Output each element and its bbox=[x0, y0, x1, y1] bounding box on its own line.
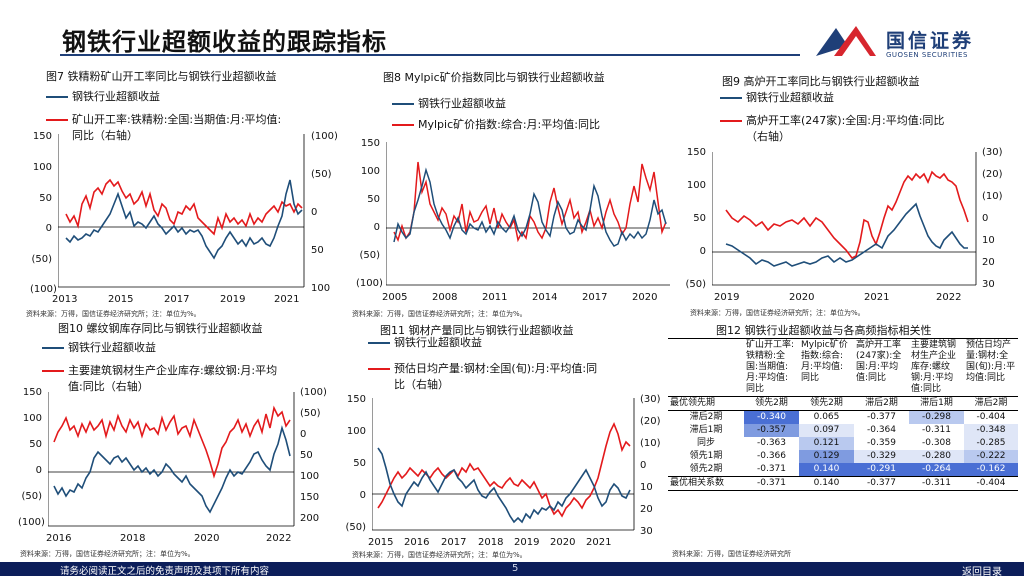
fig10-legend: 钢铁行业超额收益 主要建筑钢材生产企业库存:螺纹钢:月:平均 值:同比（右轴） bbox=[42, 340, 277, 395]
fig9-title: 图9 高炉开工率同比与钢铁行业超额收益 bbox=[722, 75, 920, 88]
fig8-blue-line bbox=[393, 167, 667, 247]
fig10-title: 图10 螺纹钢库存同比与钢铁行业超额收益 bbox=[58, 322, 263, 335]
table-corner bbox=[668, 339, 744, 397]
fig7-blue-line bbox=[65, 179, 303, 260]
fig9-red-line bbox=[725, 170, 969, 260]
fig8-legend-blue: 钢铁行业超额收益 bbox=[392, 96, 600, 112]
fig10-legend-blue: 钢铁行业超额收益 bbox=[42, 340, 277, 356]
fig11-title: 图11 钢材产量同比与钢铁行业超额收益 bbox=[380, 324, 574, 337]
fig10-legend-red-cont: 值:同比（右轴） bbox=[68, 380, 149, 393]
fig8-title: 图8 Mylpic矿价指数同比与钢铁行业超额收益 bbox=[383, 71, 605, 84]
fig9-yright-axis: (30) (20) (10) 0 10 20 30 bbox=[982, 147, 1003, 290]
fig8-source: 资料来源：万得，国信证券经济研究所；注：单位为%。 bbox=[352, 310, 527, 318]
fig11-red-line bbox=[377, 422, 631, 518]
fig9-blue-line bbox=[725, 202, 968, 267]
title-underline bbox=[60, 54, 800, 56]
fig7-source: 资料来源：万得，国信证券经济研究所；注：单位为%。 bbox=[26, 310, 201, 318]
fig11-legend-blue: 钢铁行业超额收益 bbox=[368, 335, 597, 351]
footer-disclaimer: 请务必阅读正文之后的免责声明及其项下所有内容 bbox=[60, 566, 270, 577]
table-row: 同步 -0.363 0.121 -0.359 -0.308 -0.285 bbox=[668, 437, 1018, 450]
logo-subtitle: GUOSEN SECURITIES bbox=[886, 51, 968, 59]
fig7-yright-axis: (100) (50) 0 50 100 bbox=[311, 131, 338, 294]
guosen-logo-icon bbox=[816, 26, 876, 56]
fig11-legend-red-cont: 比（右轴） bbox=[394, 378, 449, 391]
table-row: 领先2期 -0.371 0.140 -0.291 -0.264 -0.162 bbox=[668, 463, 1018, 477]
fig10-yright-axis: (100) (50) 0 50 100 150 200 bbox=[300, 387, 327, 524]
fig7-legend-blue: 钢铁行业超额收益 bbox=[46, 89, 281, 105]
fig7-plot bbox=[58, 134, 305, 288]
fig7-title: 图7 铁精粉矿山开工率同比与钢铁行业超额收益 bbox=[46, 70, 277, 83]
fig9-source: 资料来源：万得，国信证券经济研究所；注：单位为%。 bbox=[690, 309, 865, 317]
table-col-header: 矿山开工率:铁精粉:全国:当期值:月:平均值:同比 bbox=[744, 339, 799, 397]
fig8-legend: 钢铁行业超额收益 Mylpic矿价指数:综合:月:平均值:同比 bbox=[392, 96, 600, 133]
table-col-header: Mylpic矿价指数:综合:月:平均值:同比 bbox=[799, 339, 854, 397]
fig8-yleft-axis: 150 100 50 0 (50) (100) bbox=[356, 138, 383, 289]
fig11-source: 资料来源：万得，国信证券经济研究所；注：单位为%。 bbox=[352, 551, 527, 559]
fig11-yright-axis: (30) (20) (10) 0 10 20 30 bbox=[640, 394, 661, 537]
fig9-plot bbox=[712, 152, 977, 286]
fig9-legend: 钢铁行业超额收益 高炉开工率(247家):全国:月:平均值:同比 （右轴） bbox=[720, 90, 944, 145]
fig7-red-line bbox=[65, 178, 303, 236]
fig10-blue-line bbox=[53, 425, 291, 514]
fig7-legend-red-cont: 同比（右轴） bbox=[72, 129, 138, 142]
page-title: 钢铁行业超额收益的跟踪指标 bbox=[62, 28, 387, 56]
table-row: 最优相关系数 -0.371 0.140 -0.377 -0.311 -0.404 bbox=[668, 476, 1018, 491]
fig10-legend-red: 主要建筑钢材生产企业库存:螺纹钢:月:平均 bbox=[42, 363, 277, 379]
fig7-yleft-axis: 150 100 50 0 (50) (100) bbox=[30, 131, 57, 295]
fig10-plot bbox=[48, 392, 295, 527]
fig10-source: 资料来源：万得，国信证券经济研究所；注：单位为%。 bbox=[20, 550, 195, 558]
fig11-yleft-axis: 150 100 50 0 (50) bbox=[345, 394, 366, 533]
table-col-header: 预估日均产量:钢材:全国(旬):月:平均值:同比 bbox=[964, 339, 1018, 397]
fig9-legend-red-cont: （右轴） bbox=[746, 130, 790, 143]
fig9-legend-blue: 钢铁行业超额收益 bbox=[720, 90, 944, 106]
table-col-header: 高炉开工率(247家):全国:月:平均值:同比 bbox=[854, 339, 909, 397]
fig7-legend-red: 矿山开工率:铁精粉:全国:当期值:月:平均值: bbox=[46, 112, 281, 128]
fig8-plot bbox=[386, 142, 670, 286]
fig9-yleft-axis: 150 100 50 0 (50) bbox=[685, 147, 706, 290]
fig11-plot bbox=[372, 398, 635, 531]
back-to-contents-button[interactable]: 返回目录 bbox=[962, 567, 1002, 578]
footer-bar bbox=[0, 562, 1024, 576]
table-row: 最优领先期 领先2期 领先2期 滞后2期 滞后1期 滞后2期 bbox=[668, 396, 1018, 411]
table-row: 滞后2期 -0.340 0.065 -0.377 -0.298 -0.404 bbox=[668, 410, 1018, 424]
fig11-blue-line bbox=[377, 447, 631, 524]
fig9-legend-red: 高炉开工率(247家):全国:月:平均值:同比 bbox=[720, 113, 944, 129]
fig10-red-line bbox=[53, 405, 291, 479]
logo-text: 国信证券 bbox=[886, 30, 975, 52]
correlation-table: 矿山开工率:铁精粉:全国:当期值:月:平均值:同比 Mylpic矿价指数:综合:… bbox=[668, 339, 1018, 491]
page-number: 5 bbox=[512, 563, 519, 574]
fig8-legend-red: Mylpic矿价指数:综合:月:平均值:同比 bbox=[392, 117, 600, 133]
fig12-table-wrap: 矿山开工率:铁精粉:全国:当期值:月:平均值:同比 Mylpic矿价指数:综合:… bbox=[668, 338, 1018, 491]
fig12-source: 资料来源：万得，国信证券经济研究所 bbox=[672, 550, 791, 558]
table-col-header: 主要建筑钢材生产企业库存:螺纹钢:月:平均值:同比 bbox=[909, 339, 964, 397]
table-row: 滞后1期 -0.357 0.097 -0.364 -0.311 -0.348 bbox=[668, 424, 1018, 437]
fig11-legend: 钢铁行业超额收益 预估日均产量:钢材:全国(旬):月:平均值:同 比（右轴） bbox=[368, 335, 597, 393]
fig10-yleft-axis: 150 100 50 0 (50) (100) bbox=[18, 387, 45, 528]
fig7-legend: 钢铁行业超额收益 矿山开工率:铁精粉:全国:当期值:月:平均值: 同比（右轴） bbox=[46, 89, 281, 144]
fig11-legend-red: 预估日均产量:钢材:全国(旬):月:平均值:同 bbox=[368, 361, 597, 377]
table-row: 领先1期 -0.366 0.129 -0.329 -0.280 -0.222 bbox=[668, 450, 1018, 463]
fig12-title: 图12 钢铁行业超额收益与各高频指标相关性 bbox=[716, 324, 932, 337]
